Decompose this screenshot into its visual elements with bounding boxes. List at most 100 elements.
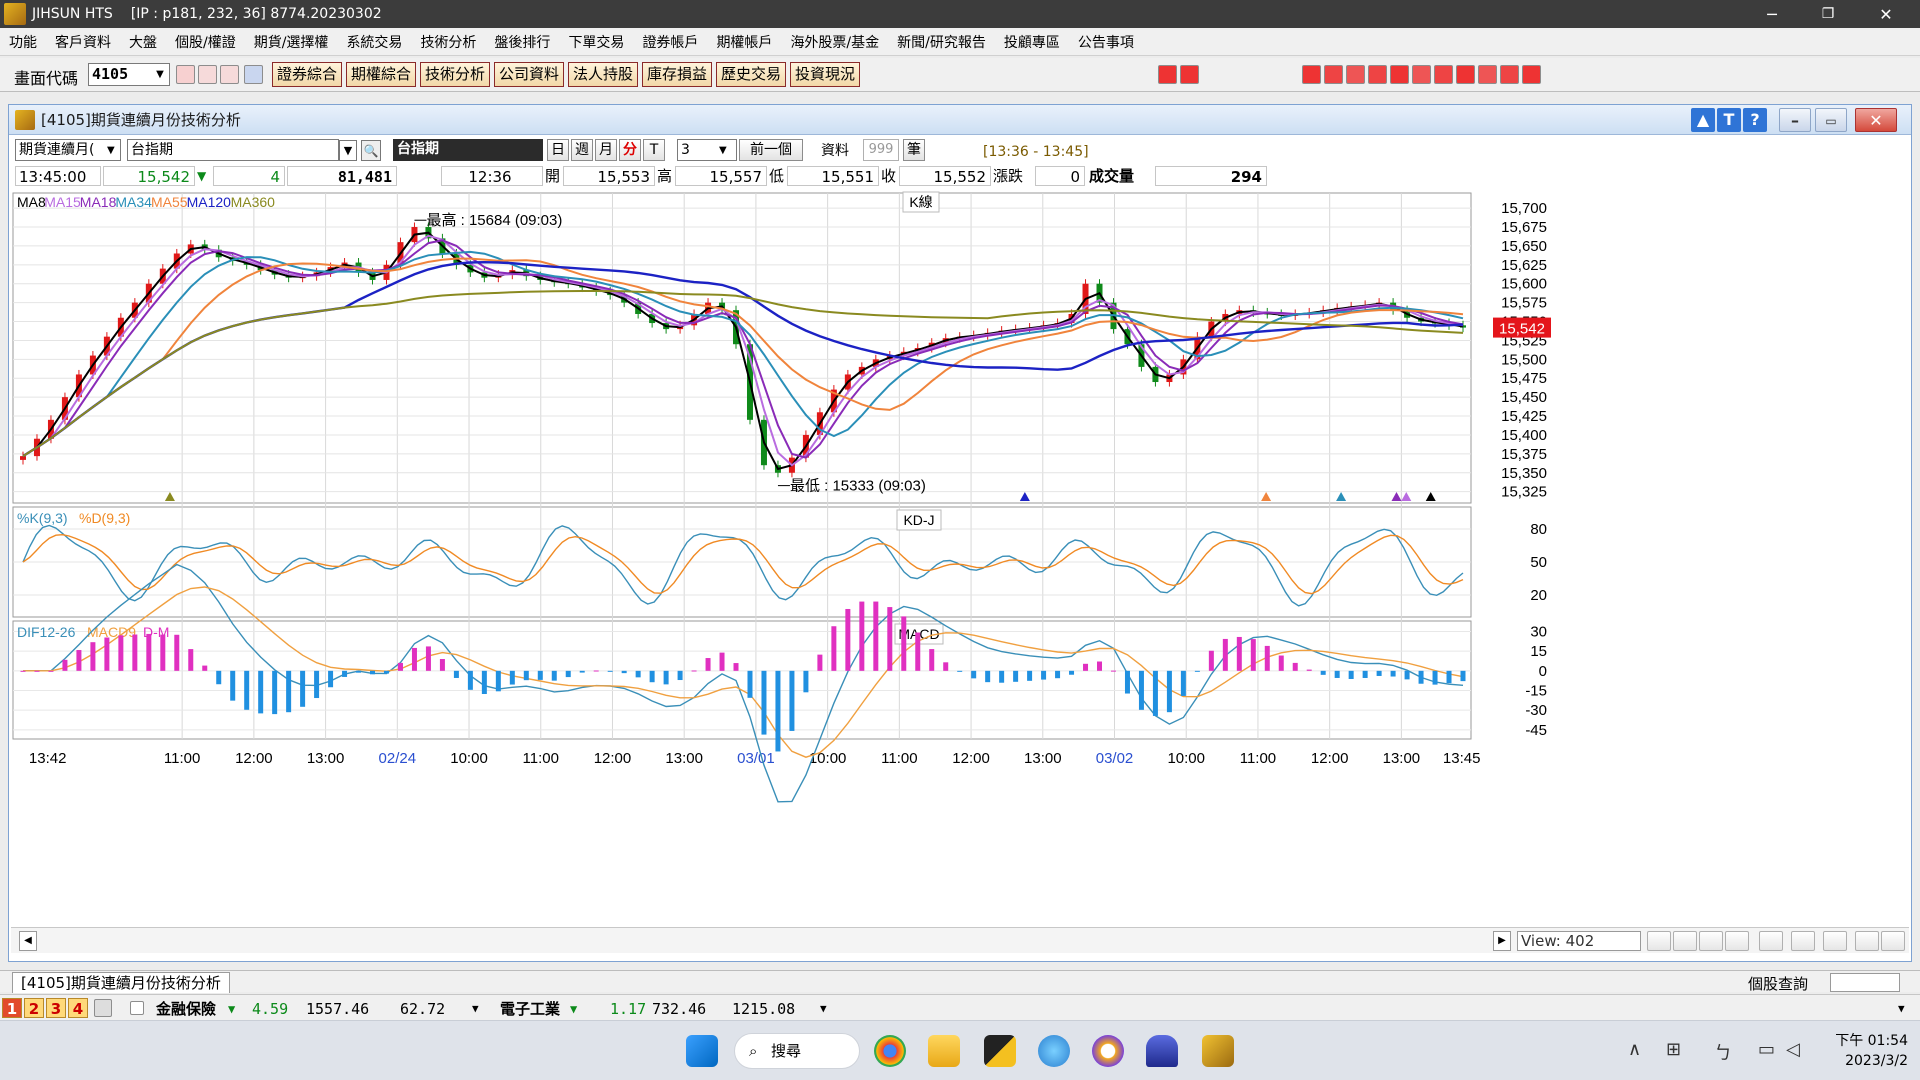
symbol-select[interactable]: 台指期 xyxy=(127,139,339,161)
calendar-icon[interactable] xyxy=(1823,931,1847,951)
tool-g-icon[interactable] xyxy=(1434,65,1453,84)
period-day-button[interactable]: 日 xyxy=(547,139,569,161)
window-tab[interactable]: [4105]期貨連續月份技術分析 xyxy=(12,972,230,993)
flask-app-icon[interactable] xyxy=(1146,1035,1178,1067)
help-icon[interactable]: ? xyxy=(1743,108,1767,132)
menu-order[interactable]: 下單交易 xyxy=(568,34,625,51)
product-dropdown-icon[interactable]: ▼ xyxy=(107,145,115,156)
product-select[interactable]: 期貨連續月( xyxy=(15,139,121,161)
institutional-holdings-button[interactable]: 法人持股 xyxy=(568,62,638,87)
ticker-checkbox[interactable] xyxy=(130,1001,144,1015)
ticker-item1-dropdown-icon[interactable]: ▼ xyxy=(472,1002,479,1015)
screen-code-dropdown-icon[interactable]: ▼ xyxy=(156,69,164,80)
inventory-pnl-button[interactable]: 庫存損益 xyxy=(642,62,712,87)
menu-function[interactable]: 功能 xyxy=(9,34,37,51)
child-restore-button[interactable]: ▭ xyxy=(1815,108,1847,132)
refresh-icon[interactable] xyxy=(1725,931,1749,951)
minimize-button[interactable]: ─ xyxy=(1767,4,1777,24)
start-icon[interactable] xyxy=(686,1035,718,1067)
file-explorer-icon[interactable] xyxy=(928,1035,960,1067)
tool-e-icon[interactable] xyxy=(1390,65,1409,84)
futures-options-summary-button[interactable]: 期權綜合 xyxy=(346,62,416,87)
child-minimize-button[interactable]: – xyxy=(1779,108,1811,132)
technical-analysis-button[interactable]: 技術分析 xyxy=(420,62,490,87)
tool-b-icon[interactable] xyxy=(1324,65,1343,84)
lock-icon[interactable] xyxy=(94,999,112,1017)
tray-chevron-icon[interactable]: ∧ xyxy=(1628,1039,1642,1060)
ticker-item2-dropdown-icon[interactable]: ▼ xyxy=(820,1002,827,1015)
previous-button[interactable]: 前一個 xyxy=(739,139,803,161)
ticker-tab-2[interactable]: 2 xyxy=(24,998,44,1018)
search-quote-icon[interactable] xyxy=(176,65,195,84)
ticker-tab-4[interactable]: 4 xyxy=(68,998,88,1018)
tray-language-icon[interactable]: ㄅ xyxy=(1714,1043,1732,1064)
company-info-button[interactable]: 公司資料 xyxy=(494,62,564,87)
quick-stock-query-input[interactable] xyxy=(1830,973,1900,992)
zoom-out-icon[interactable] xyxy=(1673,931,1697,951)
menu-announcements[interactable]: 公告事項 xyxy=(1077,34,1134,51)
tray-network-icon[interactable]: ▭ xyxy=(1758,1039,1776,1060)
draw-icon[interactable] xyxy=(1855,931,1879,951)
settings-gear-icon[interactable] xyxy=(1881,931,1905,951)
menu-news-research[interactable]: 新聞/研究報告 xyxy=(897,34,986,51)
tool-f-icon[interactable] xyxy=(1412,65,1431,84)
order-right-icon[interactable] xyxy=(1180,65,1199,84)
tool-k-icon[interactable] xyxy=(1522,65,1541,84)
period-minute-button[interactable]: 分 xyxy=(619,139,641,161)
dropdown-menu-icon[interactable] xyxy=(244,65,263,84)
copy-icon[interactable] xyxy=(1791,931,1815,951)
zoom-in-icon[interactable] xyxy=(1647,931,1671,951)
text-icon[interactable]: T xyxy=(1717,108,1741,132)
scroll-right-icon[interactable]: ▶ xyxy=(1493,931,1511,951)
symbol-search-icon[interactable]: 🔍 xyxy=(361,140,381,161)
menu-securities-account[interactable]: 證券帳戶 xyxy=(642,34,699,51)
sticky-app-icon[interactable] xyxy=(984,1035,1016,1067)
scroll-left-icon[interactable]: ◀ xyxy=(19,931,37,951)
screen-code-input[interactable]: 4105 xyxy=(88,63,170,86)
indicator-icon[interactable] xyxy=(1759,931,1783,951)
interval-dropdown-icon[interactable]: ▼ xyxy=(719,145,727,156)
child-close-button[interactable]: ✕ xyxy=(1855,108,1897,132)
menu-technical-analysis[interactable]: 技術分析 xyxy=(420,34,477,51)
tool-h-icon[interactable] xyxy=(1456,65,1475,84)
portfolio-icon[interactable] xyxy=(220,65,239,84)
technical-chart[interactable]: 13:42 11:00 12:00 13:00 02/24 10:00 11:00 12:00… xyxy=(9,187,1909,927)
securities-summary-button[interactable]: 證券綜合 xyxy=(272,62,342,87)
menu-futures-options[interactable]: 期貨/選擇權 xyxy=(253,34,329,51)
ticker-scroll-icon[interactable]: ▼ xyxy=(1898,1002,1905,1015)
menu-futures-account[interactable]: 期權帳戶 xyxy=(716,34,773,51)
menu-advisory[interactable]: 投顧專區 xyxy=(1003,34,1060,51)
taskbar-search[interactable]: ⌕ 搜尋 xyxy=(734,1033,860,1069)
ticker-tab-1[interactable]: 1 xyxy=(2,998,22,1018)
ticker-tab-3[interactable]: 3 xyxy=(46,998,66,1018)
menu-customer[interactable]: 客戶資料 xyxy=(55,34,111,51)
menu-system-trading[interactable]: 系統交易 xyxy=(346,34,403,51)
tool-j-icon[interactable] xyxy=(1500,65,1519,84)
tool-i-icon[interactable] xyxy=(1478,65,1497,84)
symbol-dropdown-icon[interactable]: ▼ xyxy=(339,140,357,161)
menu-after-hours-ranking[interactable]: 盤後排行 xyxy=(494,34,551,51)
data-unit-button[interactable]: 筆 xyxy=(903,139,925,161)
menu-market[interactable]: 大盤 xyxy=(129,34,157,51)
zoom-box-icon[interactable] xyxy=(1699,931,1723,951)
tool-a-icon[interactable] xyxy=(1302,65,1321,84)
menu-overseas[interactable]: 海外股票/基金 xyxy=(790,34,880,51)
window-icon[interactable] xyxy=(198,65,217,84)
taskbar-clock[interactable]: 下午 01:54 2023/3/2 xyxy=(1828,1031,1908,1071)
order-left-icon[interactable] xyxy=(1158,65,1177,84)
interval-select[interactable]: 3 xyxy=(677,139,737,161)
close-button[interactable]: ✕ xyxy=(1879,4,1893,24)
data-count-input[interactable]: 999 xyxy=(863,139,899,161)
tray-ime-icon[interactable]: ⊞ xyxy=(1666,1039,1682,1060)
browser-app-icon[interactable] xyxy=(1092,1035,1124,1067)
tool-c-icon[interactable] xyxy=(1346,65,1365,84)
menu-stocks-warrants[interactable]: 個股/權證 xyxy=(175,34,236,51)
period-week-button[interactable]: 週 xyxy=(571,139,593,161)
period-tick-button[interactable]: T xyxy=(643,139,665,161)
jihsun-hts-taskbar-icon[interactable] xyxy=(1202,1035,1234,1067)
trade-history-button[interactable]: 歷史交易 xyxy=(716,62,786,87)
tray-volume-icon[interactable]: ◁ xyxy=(1786,1039,1800,1060)
move-up-icon[interactable]: ▲ xyxy=(1691,108,1715,132)
period-month-button[interactable]: 月 xyxy=(595,139,617,161)
restore-button[interactable]: ❐ xyxy=(1821,6,1835,22)
